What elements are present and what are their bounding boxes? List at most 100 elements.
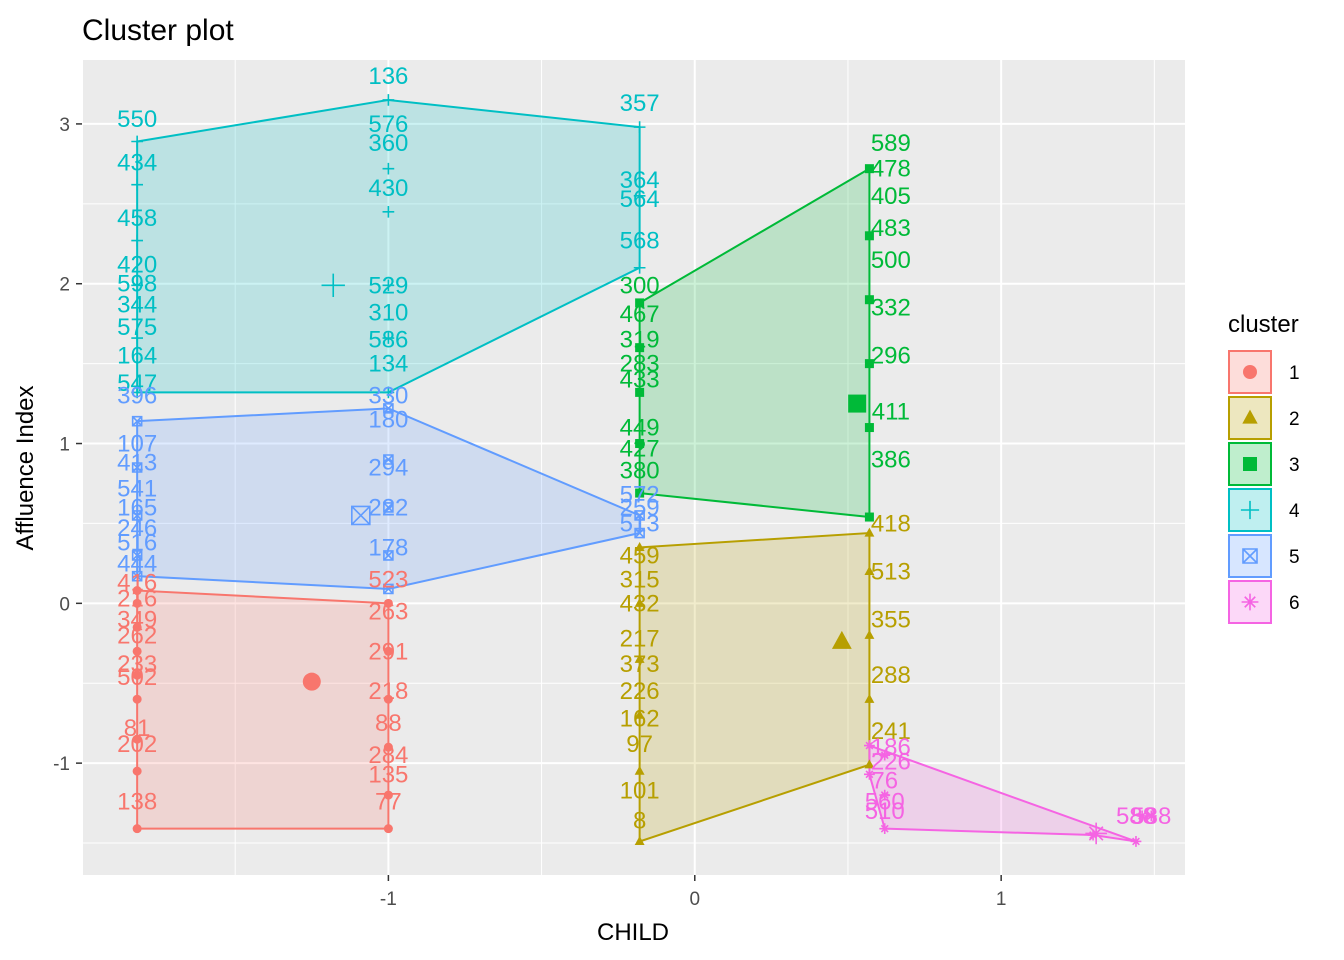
cluster-5-point <box>634 527 645 539</box>
cluster-1-point <box>132 598 142 608</box>
cluster-4-point-label: 576 <box>368 111 408 138</box>
cluster-6-center <box>1085 822 1107 845</box>
cluster-1-point-label: 216 <box>117 586 157 613</box>
legend-title: cluster <box>1228 311 1299 338</box>
cluster-4-point <box>131 279 143 292</box>
cluster-1-point <box>383 790 393 800</box>
cluster-4-point-label: 420 <box>117 252 157 279</box>
cluster-1-point-label: 81 <box>124 715 151 742</box>
cluster-points <box>131 94 1157 847</box>
legend-marker-6 <box>1241 593 1259 611</box>
cluster-5-point-label: 541 <box>117 475 157 502</box>
cluster-3-point-label: 332 <box>871 295 911 322</box>
cluster-3-center <box>848 394 867 413</box>
cluster-3-point-label: 283 <box>620 351 660 378</box>
legend-label-5: 5 <box>1289 547 1300 568</box>
cluster-5-point-label: 246 <box>117 515 157 542</box>
cluster-5-point-label: 222 <box>368 494 408 521</box>
gridlines <box>81 60 1185 875</box>
cluster-2-point <box>634 653 645 663</box>
cluster-1-point <box>383 824 393 834</box>
cluster-1-point-label: 284 <box>368 742 408 769</box>
y-tick-label: -1 <box>53 754 70 775</box>
legend-marker-3 <box>1243 457 1257 471</box>
x-tick-label: -1 <box>380 889 397 910</box>
legend-label-1: 1 <box>1289 363 1300 384</box>
y-tick-label: 1 <box>59 435 70 456</box>
cluster-4-point-label: 134 <box>368 351 408 378</box>
cluster-3-point <box>635 439 645 449</box>
cluster-2-point-label: 217 <box>620 625 660 652</box>
cluster-1-point <box>132 766 142 776</box>
legend-label-2: 2 <box>1289 409 1300 430</box>
cluster-2-point <box>634 542 645 552</box>
cluster-5-point <box>383 502 394 513</box>
cluster-4-point <box>131 234 143 247</box>
cluster-4-point-label: 344 <box>117 292 157 319</box>
cluster-1-point <box>132 824 142 834</box>
cluster-2-point-label: 8 <box>633 808 646 835</box>
cluster-2-point <box>864 565 875 575</box>
cluster-4-point <box>131 332 143 344</box>
cluster-5-point-label: 165 <box>117 494 157 521</box>
legend-marker-1 <box>1243 365 1257 379</box>
cluster-5-point <box>131 510 143 521</box>
cluster-6-point <box>879 749 891 761</box>
cluster-5-point-label: 513 <box>620 510 660 537</box>
x-tick-label: 1 <box>996 889 1007 910</box>
cluster-4-center <box>321 273 345 298</box>
cluster-5-point <box>131 570 143 582</box>
cluster-6-point <box>879 823 891 835</box>
cluster-2-point-label: 315 <box>620 566 660 593</box>
y-axis-title: Affluence Index <box>12 385 39 550</box>
cluster-4-point <box>633 121 646 133</box>
cluster-1-point <box>132 586 142 596</box>
cluster-6-point-label: 186 <box>871 734 911 761</box>
cluster-2-point-label: 226 <box>620 678 660 705</box>
cluster-1-point <box>383 646 393 656</box>
cluster-6-point <box>1087 829 1099 841</box>
cluster-1-point <box>383 694 393 704</box>
cluster-2-point-label: 432 <box>620 590 660 617</box>
cluster-4-point-label: 310 <box>368 299 408 326</box>
cluster-2-point <box>864 527 875 537</box>
cluster-3-point-label: 296 <box>871 343 911 370</box>
cluster-3-point <box>864 359 874 369</box>
cluster-4-point-label: 568 <box>620 228 660 255</box>
cluster-hulls <box>136 98 1137 843</box>
cluster-1-point-label: 88 <box>375 710 402 737</box>
cluster-5-point-label: 107 <box>117 431 157 458</box>
cluster-1-point <box>132 694 142 704</box>
cluster-5-point-label: 294 <box>368 455 408 482</box>
cluster-2-point-label: 162 <box>620 705 660 732</box>
cluster-2-point-label: 373 <box>620 651 660 678</box>
legend-label-3: 3 <box>1289 455 1300 476</box>
cluster-5-point <box>383 550 394 561</box>
cluster-3-point-label: 319 <box>620 327 660 354</box>
cluster-3-point <box>635 488 645 498</box>
cluster-1-point-label: 233 <box>117 651 157 678</box>
cluster-3-point <box>864 164 874 174</box>
cluster-3-point <box>635 343 645 353</box>
cluster-4-point-label: 360 <box>368 130 408 157</box>
cluster-6-point <box>1145 810 1157 822</box>
cluster-6-point <box>864 768 875 780</box>
cluster-1-point <box>132 670 142 680</box>
cluster-3-point-label: 467 <box>620 301 660 328</box>
cluster-2-point-label: 241 <box>871 718 911 745</box>
cluster-2-point-label: 355 <box>871 606 911 633</box>
cluster-4-point <box>131 386 143 399</box>
cluster-1-point <box>132 622 142 632</box>
cluster-3-point-label: 449 <box>620 415 660 442</box>
cluster-2-point-label: 513 <box>871 558 911 585</box>
cluster-2-point <box>634 597 645 607</box>
cluster-1-point-label: 77 <box>375 788 402 815</box>
cluster-2-point-label: 97 <box>626 731 653 758</box>
cluster-5-point <box>131 415 143 427</box>
cluster-4-point-label: 529 <box>368 272 408 299</box>
legend-marker-5 <box>1242 548 1258 564</box>
cluster-4-point <box>633 261 646 274</box>
cluster-4-point-label: 357 <box>620 90 660 117</box>
cluster-4-point <box>382 279 395 292</box>
